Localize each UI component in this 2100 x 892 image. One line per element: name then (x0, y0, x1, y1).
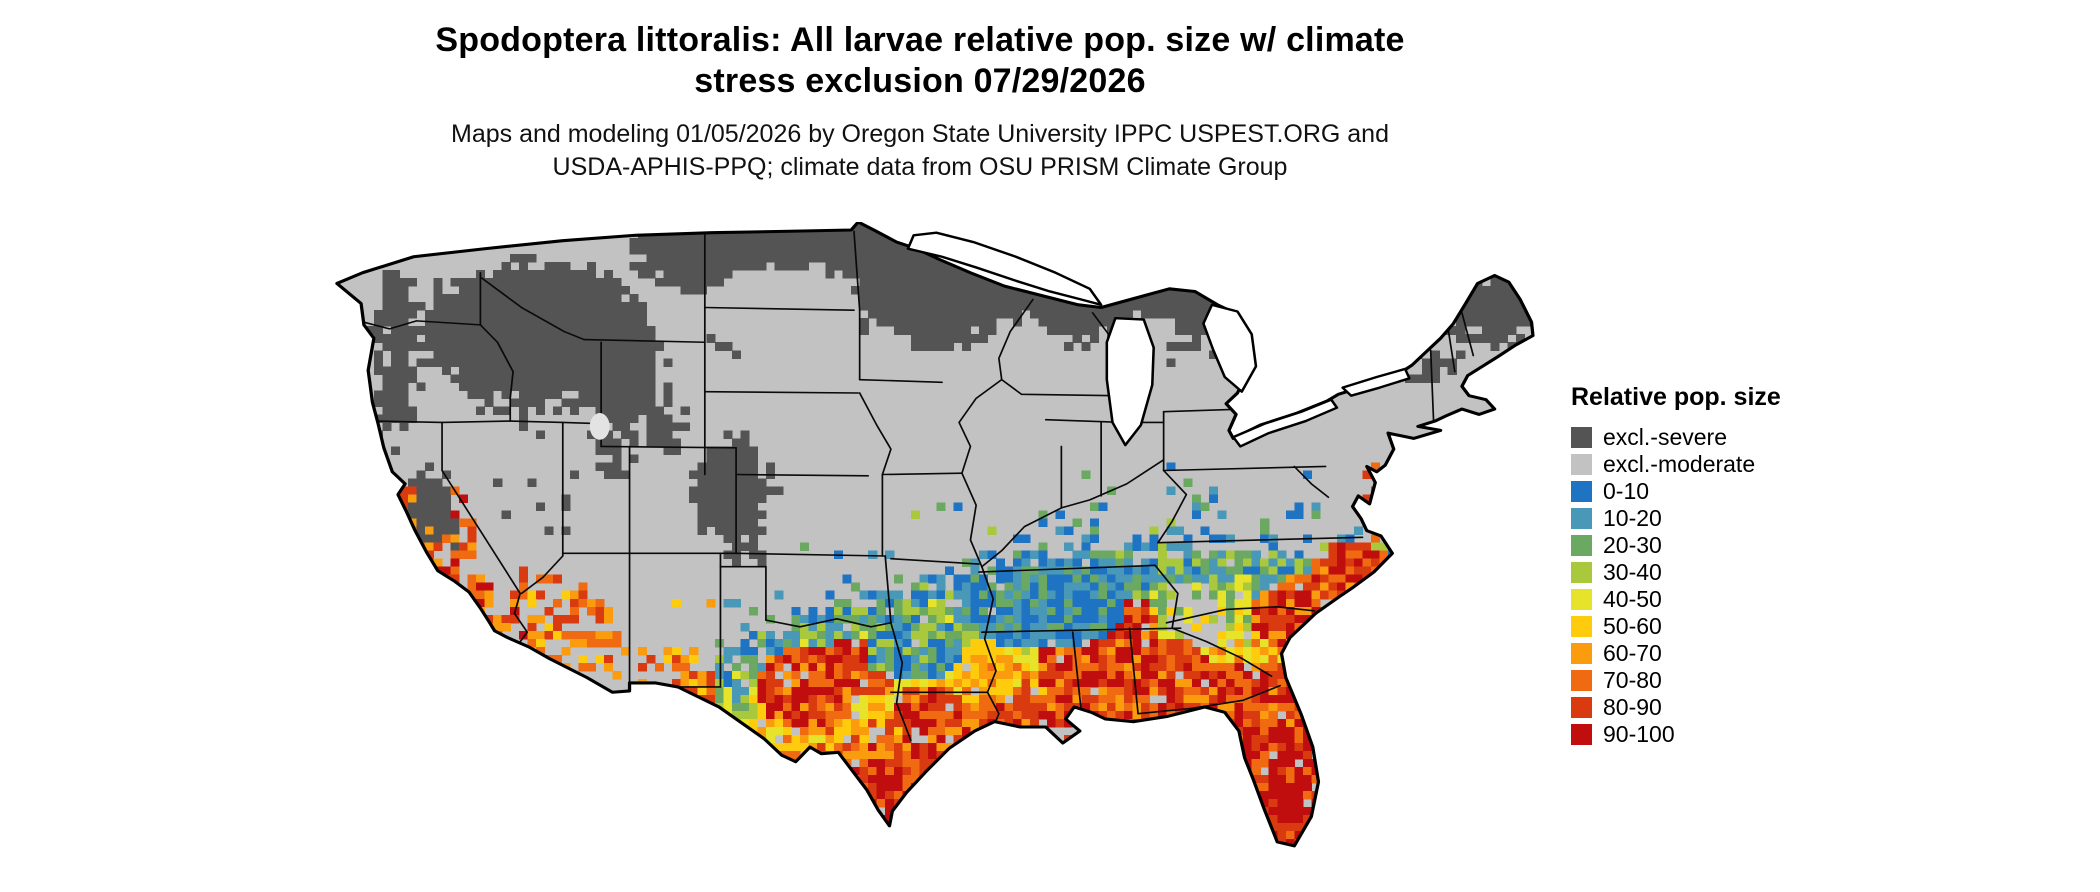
legend-label: 40-50 (1603, 586, 1662, 612)
legend: Relative pop. size excl.-severe excl.-mod… (1571, 383, 1781, 748)
legend-item: excl.-moderate (1571, 451, 1781, 478)
legend-swatch (1571, 697, 1592, 718)
legend-item: 20-30 (1571, 532, 1781, 559)
legend-swatch (1571, 481, 1592, 502)
legend-swatch (1571, 616, 1592, 637)
legend-label: excl.-moderate (1603, 451, 1756, 477)
legend-label: 20-30 (1603, 532, 1662, 558)
legend-swatch (1571, 670, 1592, 691)
legend-label: 80-90 (1603, 694, 1662, 720)
legend-label: 0-10 (1603, 478, 1650, 504)
us-map (335, 222, 1535, 848)
legend-item: 90-100 (1571, 721, 1781, 748)
legend-label: excl.-severe (1603, 424, 1727, 450)
legend-item: 60-70 (1571, 640, 1781, 667)
legend-label: 10-20 (1603, 505, 1662, 531)
legend-item: 10-20 (1571, 505, 1781, 532)
legend-swatch (1571, 427, 1592, 448)
legend-swatch (1571, 508, 1592, 529)
legend-label: 30-40 (1603, 559, 1662, 585)
legend-label: 70-80 (1603, 667, 1662, 693)
map-title: Spodoptera littoralis: All larvae relati… (140, 20, 1700, 103)
legend-swatch (1571, 643, 1592, 664)
legend-item: 0-10 (1571, 478, 1781, 505)
subtitle-line-1: Maps and modeling 01/05/2026 by Oregon S… (451, 120, 1389, 148)
us-map-container (300, 222, 1550, 890)
legend-swatch (1571, 454, 1592, 475)
great-lakes (589, 231, 1411, 448)
title-line-2: stress exclusion 07/29/2026 (694, 62, 1146, 101)
legend-item: excl.-severe (1571, 424, 1781, 451)
legend-label: 50-60 (1603, 613, 1662, 639)
legend-swatch (1571, 589, 1592, 610)
legend-item: 80-90 (1571, 694, 1781, 721)
legend-items: excl.-severe excl.-moderate 0-10 10-20 20-30… (1571, 424, 1781, 748)
legend-item: 30-40 (1571, 559, 1781, 586)
legend-label: 90-100 (1603, 721, 1675, 747)
legend-swatch (1571, 724, 1592, 745)
legend-title: Relative pop. size (1571, 383, 1781, 411)
title-line-1: Spodoptera littoralis: All larvae relati… (435, 21, 1405, 59)
legend-item: 40-50 (1571, 586, 1781, 613)
subtitle-line-2: USDA-APHIS-PPQ; climate data from OSU PR… (552, 152, 1288, 181)
legend-item: 50-60 (1571, 613, 1781, 640)
legend-label: 60-70 (1603, 640, 1662, 666)
state-borders (363, 230, 1475, 742)
map-subtitle: Maps and modeling 01/05/2026 by Oregon S… (140, 118, 1700, 183)
legend-swatch (1571, 562, 1592, 583)
legend-item: 70-80 (1571, 667, 1781, 694)
legend-swatch (1571, 535, 1592, 556)
